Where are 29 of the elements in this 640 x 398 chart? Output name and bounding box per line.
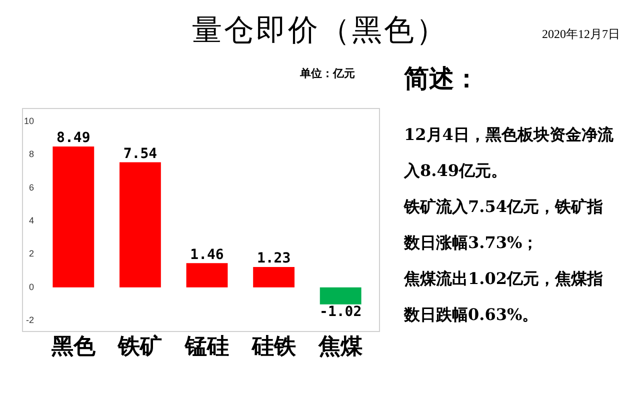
bar: [186, 263, 228, 288]
x-tick-label: 铁矿: [117, 334, 162, 360]
x-tick-label: 锰硅: [184, 334, 230, 360]
data-label: 1.46: [190, 246, 224, 263]
bar: [320, 287, 362, 304]
y-tick-label: 4: [28, 215, 34, 226]
text: 铁矿流入7.54亿元，铁矿指数日涨幅3.73%；: [404, 196, 604, 254]
data-label: 1.23: [256, 250, 291, 267]
chart-title: 量仓即价（黑色）: [191, 12, 449, 50]
x-tick-label: 黑色: [50, 334, 96, 360]
bar: [253, 266, 295, 288]
data-label: -1.02: [320, 304, 362, 320]
y-tick-label: 8: [28, 149, 34, 160]
y-tick-label: -2: [26, 315, 34, 326]
text: 简述：: [404, 63, 479, 95]
y-tick-label: 0: [28, 282, 34, 292]
x-tick-label: 焦煤: [318, 334, 364, 360]
y-tick-label: 2: [28, 248, 34, 259]
data-label: 7.54: [123, 146, 158, 162]
text: 2020年12月7日: [542, 26, 620, 43]
text: 单位：亿元: [300, 66, 355, 81]
text: 12月4日，黑色板块资金净流入8.49亿元。: [404, 124, 614, 182]
x-tick-label: 硅铁: [250, 334, 297, 360]
bar: [120, 162, 161, 288]
text: 焦煤流出1.02亿元，焦煤指数日跌幅0.63%。: [404, 268, 604, 326]
y-tick-label: 6: [28, 182, 34, 192]
data-label: 8.49: [56, 130, 90, 146]
y-tick-label: 10: [24, 116, 34, 126]
bar: [52, 146, 94, 288]
